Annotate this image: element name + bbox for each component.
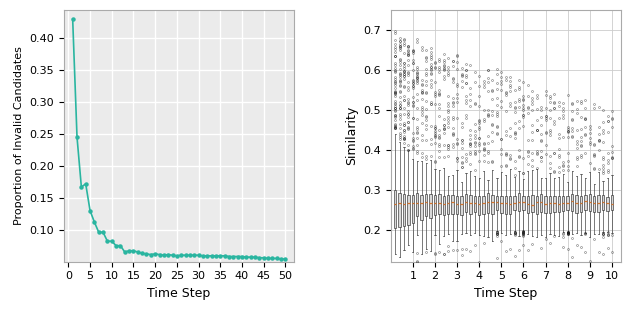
PathPatch shape xyxy=(438,194,440,215)
PathPatch shape xyxy=(398,193,401,227)
PathPatch shape xyxy=(451,195,454,214)
PathPatch shape xyxy=(518,193,520,211)
PathPatch shape xyxy=(545,196,547,213)
PathPatch shape xyxy=(456,196,458,214)
X-axis label: Time Step: Time Step xyxy=(474,287,538,300)
PathPatch shape xyxy=(584,195,587,210)
PathPatch shape xyxy=(425,194,428,216)
PathPatch shape xyxy=(496,196,498,210)
PathPatch shape xyxy=(536,196,538,214)
PathPatch shape xyxy=(460,196,463,215)
PathPatch shape xyxy=(447,195,449,214)
Y-axis label: Proportion of Invalid Candidates: Proportion of Invalid Candidates xyxy=(14,46,24,225)
PathPatch shape xyxy=(557,197,560,212)
PathPatch shape xyxy=(571,194,573,211)
PathPatch shape xyxy=(598,195,600,212)
PathPatch shape xyxy=(492,195,493,214)
PathPatch shape xyxy=(527,196,529,213)
Y-axis label: Similarity: Similarity xyxy=(345,106,358,165)
PathPatch shape xyxy=(412,195,414,223)
PathPatch shape xyxy=(403,194,405,226)
PathPatch shape xyxy=(531,195,534,213)
PathPatch shape xyxy=(548,196,551,213)
PathPatch shape xyxy=(416,193,419,216)
PathPatch shape xyxy=(474,196,476,212)
PathPatch shape xyxy=(465,195,467,212)
PathPatch shape xyxy=(575,195,578,213)
PathPatch shape xyxy=(606,197,609,211)
PathPatch shape xyxy=(483,196,485,214)
PathPatch shape xyxy=(500,196,502,213)
PathPatch shape xyxy=(566,196,569,210)
PathPatch shape xyxy=(593,196,595,212)
PathPatch shape xyxy=(434,195,436,215)
PathPatch shape xyxy=(394,190,396,228)
PathPatch shape xyxy=(540,195,542,212)
PathPatch shape xyxy=(522,196,525,210)
PathPatch shape xyxy=(443,196,445,215)
PathPatch shape xyxy=(509,196,511,214)
PathPatch shape xyxy=(562,196,564,211)
PathPatch shape xyxy=(429,194,432,217)
PathPatch shape xyxy=(553,196,556,212)
PathPatch shape xyxy=(487,194,489,213)
PathPatch shape xyxy=(589,194,591,212)
PathPatch shape xyxy=(407,195,410,225)
PathPatch shape xyxy=(513,197,516,211)
PathPatch shape xyxy=(469,195,472,214)
X-axis label: Time Step: Time Step xyxy=(147,287,211,300)
PathPatch shape xyxy=(420,195,423,220)
PathPatch shape xyxy=(602,195,604,210)
PathPatch shape xyxy=(580,196,582,212)
PathPatch shape xyxy=(478,196,481,215)
PathPatch shape xyxy=(611,195,613,210)
PathPatch shape xyxy=(504,196,507,215)
